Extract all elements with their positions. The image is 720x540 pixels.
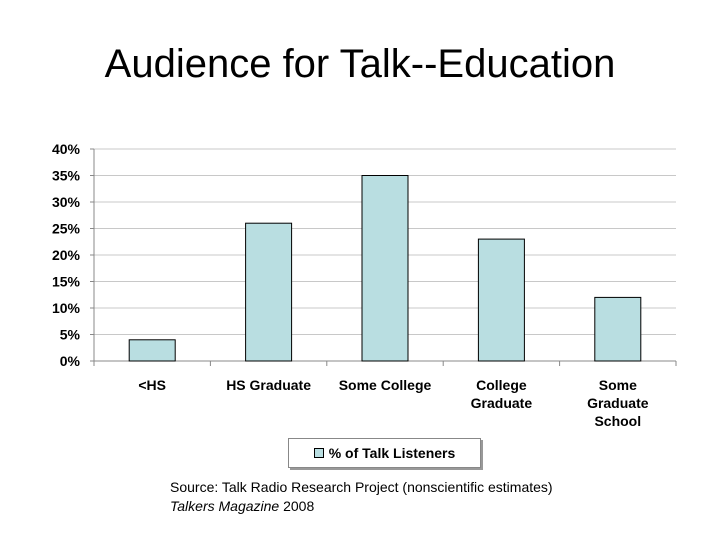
x-tick-label: Some College: [339, 377, 432, 393]
y-tick-label: 15%: [52, 274, 81, 290]
bar: [128, 339, 176, 362]
bar-chart: 0% 5% 10% 15% 20% 25% 30% 35% 40% <HS HS Graduate S…: [52, 141, 677, 429]
bar: [477, 238, 525, 362]
legend-label: % of Talk Listeners: [328, 445, 456, 461]
y-tick-label: 30%: [52, 194, 81, 210]
legend-swatch: [313, 448, 324, 458]
x-tick-label: Graduate: [587, 395, 649, 411]
x-tick-label: College: [476, 377, 527, 393]
chart-legend: % of Talk Listeners: [288, 438, 481, 468]
y-tick-label: 40%: [52, 141, 81, 157]
bar: [594, 296, 642, 362]
bar: [245, 222, 293, 362]
bar: [361, 175, 409, 362]
source-note: Source: Talk Radio Research Project (non…: [170, 478, 553, 516]
x-tick-label: School: [594, 413, 641, 429]
y-tick-label: 10%: [52, 300, 81, 316]
x-tick-label: <HS: [138, 377, 166, 393]
x-tick-label: HS Graduate: [226, 377, 311, 393]
y-tick-label: 20%: [52, 247, 81, 263]
y-tick-label: 0%: [60, 353, 81, 369]
source-citation: Talkers Magazine 2008: [170, 497, 553, 516]
x-tick-label: Graduate: [471, 395, 533, 411]
source-line: Source: Talk Radio Research Project (non…: [170, 479, 553, 495]
source-magazine: Talkers Magazine: [170, 498, 280, 514]
y-tick-label: 25%: [52, 221, 81, 237]
source-year: 2008: [279, 498, 315, 514]
slide-title: Audience for Talk--Education: [104, 42, 616, 86]
x-tick-label: Some: [599, 377, 637, 393]
y-tick-label: 35%: [52, 168, 81, 184]
y-tick-label: 5%: [60, 327, 81, 343]
